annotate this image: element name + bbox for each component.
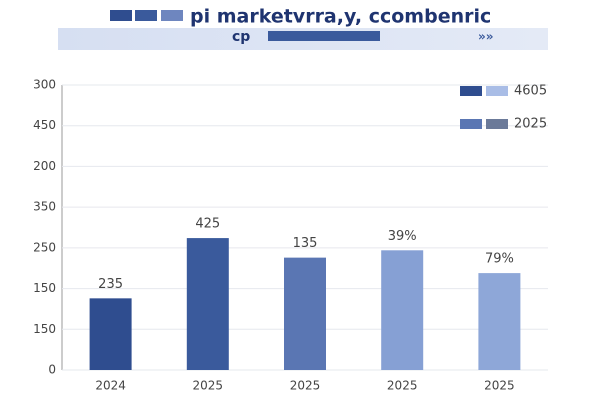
data-label: 235 [98, 277, 123, 292]
legend-swatch [486, 119, 508, 129]
data-label: 79% [485, 252, 514, 267]
y-tick-label: 200 [33, 159, 56, 173]
subtitle-bar [268, 31, 380, 41]
legend-swatch [460, 86, 482, 96]
bar [186, 238, 229, 370]
bar [89, 298, 132, 370]
chart-title: pi marketvrra,y, ccombenric [190, 6, 491, 28]
legend-swatch [460, 119, 482, 129]
data-label: 425 [195, 217, 220, 232]
legend-label: 4605 [514, 84, 547, 99]
x-tick-label: 2025 [484, 379, 515, 393]
y-tick-label: 150 [33, 281, 56, 295]
y-tick-label: 150 [33, 322, 56, 336]
bar [284, 257, 326, 370]
subtitle-arrows: »» [478, 30, 494, 44]
legend-swatch [486, 86, 508, 96]
data-label: 39% [388, 229, 417, 244]
y-tick-label: 450 [33, 118, 56, 132]
x-tick-label: 2025 [387, 379, 418, 393]
y-tick-label: 300 [33, 78, 56, 92]
y-tick-label: 350 [33, 200, 56, 214]
title-icons [110, 10, 183, 21]
bar [381, 250, 424, 370]
x-tick-label: 2025 [193, 379, 224, 393]
x-tick-label: 2024 [95, 379, 126, 393]
legend-label: 2025 [514, 117, 547, 132]
y-tick-label: 250 [33, 240, 56, 254]
data-label: 135 [293, 236, 318, 251]
y-tick-label: 0 [48, 363, 56, 377]
bar [478, 273, 521, 370]
subtitle: cp [232, 29, 250, 45]
x-tick-label: 2025 [290, 379, 321, 393]
